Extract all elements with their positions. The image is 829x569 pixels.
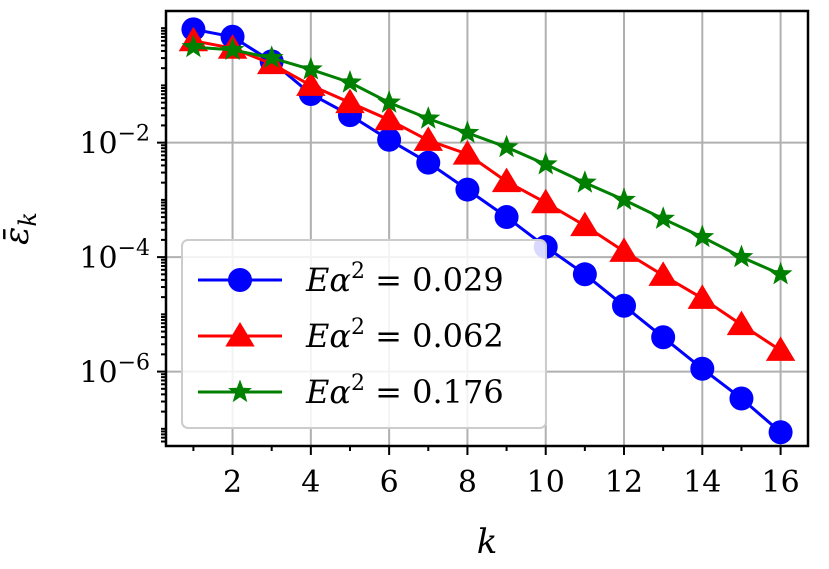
data-point — [531, 188, 561, 214]
data-point — [296, 71, 326, 96]
legend-label: Eα2 = 0.062 — [305, 315, 504, 355]
data-point — [612, 293, 637, 318]
data-point — [687, 284, 718, 309]
data-point — [729, 386, 754, 411]
data-point — [335, 88, 365, 114]
data-point — [573, 170, 597, 193]
data-point — [374, 105, 404, 131]
legend-marker — [228, 379, 252, 403]
x-tick-label: 10 — [527, 465, 565, 500]
data-point — [768, 261, 793, 285]
data-point — [259, 45, 284, 68]
data-point — [648, 261, 678, 286]
legend-box — [181, 239, 547, 429]
y-axis-label-main: ε̄ — [0, 227, 37, 245]
data-point — [491, 167, 522, 193]
x-tick-label: 16 — [762, 465, 800, 500]
legend: Eα2 = 0.029 Eα2 = 0.062 Eα2 = 0.176 — [181, 239, 547, 429]
series-layer — [178, 17, 796, 445]
data-point — [413, 126, 443, 151]
data-point — [609, 237, 639, 262]
data-point — [452, 140, 483, 165]
data-point — [690, 224, 715, 248]
series-line — [193, 45, 782, 276]
data-point — [455, 120, 480, 143]
x-axis-label: k — [477, 522, 498, 562]
data-point — [377, 90, 401, 113]
legend-label: Eα2 = 0.029 — [305, 259, 504, 299]
data-point — [416, 150, 441, 175]
x-tick-label: 6 — [380, 465, 399, 500]
axis-ticks — [157, 27, 782, 455]
y-tick-label: 10−2 — [79, 122, 150, 162]
y-axis-label-subscript: k — [14, 212, 42, 227]
data-point — [726, 310, 757, 336]
axis-tick-labels: 2 4 6 8 10 12 14 16 10−2 10−4 10−6 — [79, 122, 799, 500]
svg-text:ε̄k: ε̄k — [0, 212, 42, 245]
legend-item-3: Eα2 = 0.176 — [198, 371, 504, 411]
data-point — [181, 34, 206, 58]
x-tick-label: 8 — [458, 465, 477, 500]
data-point — [612, 187, 636, 210]
legend-marker — [228, 268, 252, 292]
data-point — [338, 70, 362, 93]
data-point — [377, 127, 402, 152]
data-point — [729, 244, 754, 268]
x-tick-label: 14 — [683, 465, 721, 500]
y-tick-label: 10−4 — [79, 236, 150, 276]
series-line — [193, 39, 782, 352]
data-point — [690, 356, 715, 381]
data-point — [220, 37, 245, 60]
data-point — [494, 205, 519, 230]
data-point — [299, 56, 323, 80]
series-3 — [181, 34, 793, 285]
legend-item-2: Eα2 = 0.062 — [198, 315, 504, 355]
y-tick-label: 10−6 — [79, 351, 150, 391]
series-line — [193, 27, 782, 434]
legend-item-1: Eα2 = 0.029 — [198, 259, 504, 299]
data-point — [455, 177, 480, 202]
data-point — [494, 134, 519, 158]
legend-marker — [225, 322, 255, 347]
x-tick-label: 12 — [605, 465, 643, 500]
data-point — [765, 336, 796, 361]
x-tick-label: 4 — [301, 465, 320, 500]
legend-label: Eα2 = 0.176 — [305, 371, 504, 411]
plot-area-frame — [164, 9, 810, 448]
data-point — [572, 262, 597, 287]
data-point — [768, 420, 793, 445]
data-point — [416, 106, 441, 129]
data-point — [651, 206, 675, 229]
data-point — [570, 211, 600, 237]
data-point — [651, 325, 676, 350]
data-point — [533, 151, 558, 175]
y-axis-label: ε̄k — [0, 212, 42, 245]
x-tick-label: 2 — [223, 465, 242, 500]
